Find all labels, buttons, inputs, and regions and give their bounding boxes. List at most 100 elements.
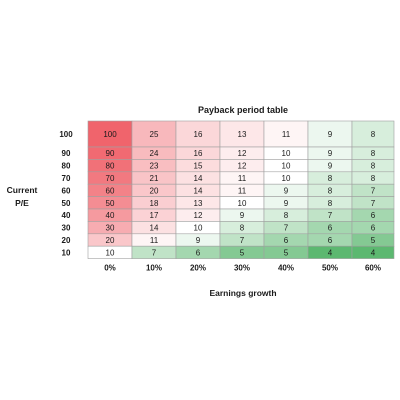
- y-tick-label: 60: [62, 186, 71, 195]
- heatmap-cell-value: 8: [328, 186, 333, 195]
- heatmap-cell-value: 11: [238, 174, 247, 183]
- heatmap-cell: [131, 120, 177, 148]
- y-tick-labels: 100 90 80 70 60 50 40 30 20 10: [59, 130, 73, 257]
- heatmap-cell-value: 8: [240, 224, 245, 233]
- heatmap-cell-value: 7: [284, 224, 289, 233]
- heatmap-cell-value: 5: [371, 236, 376, 245]
- heatmap-cell-value: 40: [106, 211, 115, 220]
- heatmap-cell-value: 9: [328, 130, 333, 139]
- y-axis-title-line1: Current: [7, 185, 38, 195]
- heatmap-cell-value: 11: [238, 186, 247, 195]
- x-tick-label: 10%: [146, 264, 162, 273]
- heatmap-cell-value: 25: [150, 130, 159, 139]
- heatmap-cell-value: 6: [284, 236, 289, 245]
- heatmap-cell-value: 10: [194, 224, 203, 233]
- heatmap-cell-value: 4: [328, 248, 333, 257]
- heatmap-cell-value: 5: [284, 248, 289, 257]
- x-tick-label: 40%: [278, 264, 294, 273]
- y-tick-label: 30: [62, 224, 71, 233]
- heatmap-cell-value: 7: [240, 236, 245, 245]
- heatmap-cell-value: 11: [282, 130, 291, 139]
- heatmap-cell-value: 9: [328, 162, 333, 171]
- heatmap-cell-value: 11: [150, 236, 159, 245]
- heatmap-cell-value: 9: [284, 199, 289, 208]
- x-tick-label: 60%: [365, 264, 381, 273]
- heatmap-cell-value: 6: [328, 236, 333, 245]
- heatmap-cell-value: 5: [240, 248, 245, 257]
- heatmap-cell-value: 4: [371, 248, 376, 257]
- heatmap-cell-value: 9: [240, 211, 245, 220]
- y-tick-label: 80: [62, 162, 71, 171]
- chart-title: Payback period table: [198, 105, 288, 115]
- x-tick-label: 30%: [234, 264, 250, 273]
- heatmap-cell-value: 17: [150, 211, 159, 220]
- heatmap-cell-value: 90: [106, 149, 115, 158]
- heatmap-cell-value: 50: [106, 199, 115, 208]
- heatmap-cell-value: 8: [371, 174, 376, 183]
- heatmap-cell-value: 10: [238, 199, 247, 208]
- heatmap-cell-value: 7: [328, 211, 333, 220]
- x-axis-title: Earnings growth: [209, 288, 276, 298]
- heatmap-cell-value: 15: [194, 162, 203, 171]
- heatmap-cell-value: 21: [150, 174, 159, 183]
- heatmap-cell-value: 8: [371, 130, 376, 139]
- heatmap-cell: [175, 120, 221, 148]
- heatmap-cell-value: 7: [371, 186, 376, 195]
- heatmap-cell: [307, 120, 353, 148]
- heatmap-cell-value: 12: [238, 162, 247, 171]
- heatmap-cell-value: 24: [150, 149, 159, 158]
- x-tick-label: 50%: [322, 264, 338, 273]
- heatmap-cell-value: 12: [194, 211, 203, 220]
- heatmap-cell: [87, 120, 133, 148]
- heatmap-cell-value: 7: [152, 248, 157, 257]
- heatmap-cells: 100 25 16 13 11 9 8 90 24 16 12 10 9 8 80 23 15 12 10 9 8 70 2…: [87, 120, 395, 259]
- heatmap-cell-value: 16: [194, 149, 203, 158]
- heatmap-cell-value: 80: [106, 162, 115, 171]
- heatmap-cell-value: 10: [282, 174, 291, 183]
- y-tick-label: 100: [59, 130, 73, 139]
- heatmap-cell-value: 14: [194, 174, 203, 183]
- heatmap-cell-value: 8: [371, 149, 376, 158]
- heatmap-cell-value: 18: [150, 199, 159, 208]
- heatmap-cell-value: 13: [194, 199, 203, 208]
- heatmap-cell-value: 10: [106, 248, 115, 257]
- heatmap-cell-value: 7: [371, 199, 376, 208]
- y-axis-title-line2: P/E: [15, 198, 29, 208]
- y-tick-label: 40: [62, 211, 71, 220]
- heatmap-cell-value: 14: [150, 224, 159, 233]
- heatmap-cell-value: 12: [238, 149, 247, 158]
- y-tick-label: 90: [62, 149, 71, 158]
- heatmap-cell-value: 8: [284, 211, 289, 220]
- heatmap-cell: [351, 245, 395, 259]
- y-tick-label: 20: [62, 236, 71, 245]
- heatmap-cell-value: 20: [106, 236, 115, 245]
- y-tick-label: 10: [62, 248, 71, 257]
- x-tick-labels: 0% 10% 20% 30% 40% 50% 60%: [104, 264, 381, 273]
- heatmap-cell-value: 60: [106, 186, 115, 195]
- y-tick-label: 70: [62, 174, 71, 183]
- heatmap-cell-value: 23: [150, 162, 159, 171]
- heatmap-cell-value: 10: [282, 162, 291, 171]
- heatmap-cell-value: 6: [371, 211, 376, 220]
- heatmap-cell-value: 6: [371, 224, 376, 233]
- heatmap-cell-value: 30: [106, 224, 115, 233]
- heatmap-cell-value: 9: [284, 186, 289, 195]
- x-tick-label: 20%: [190, 264, 206, 273]
- y-tick-label: 50: [62, 199, 71, 208]
- heatmap-cell-value: 8: [328, 174, 333, 183]
- heatmap-cell-value: 70: [106, 174, 115, 183]
- heatmap-cell-value: 10: [282, 149, 291, 158]
- heatmap-cell-value: 9: [196, 236, 201, 245]
- heatmap-cell-value: 8: [371, 162, 376, 171]
- heatmap-cell-value: 9: [328, 149, 333, 158]
- heatmap-cell-value: 6: [196, 248, 201, 257]
- heatmap-cell-value: 100: [103, 130, 117, 139]
- heatmap-cell-value: 13: [238, 130, 247, 139]
- heatmap-cell-value: 6: [328, 224, 333, 233]
- heatmap-cell-value: 20: [150, 186, 159, 195]
- heatmap-cell-value: 8: [328, 199, 333, 208]
- heatmap-cell-value: 16: [194, 130, 203, 139]
- x-tick-label: 0%: [104, 264, 116, 273]
